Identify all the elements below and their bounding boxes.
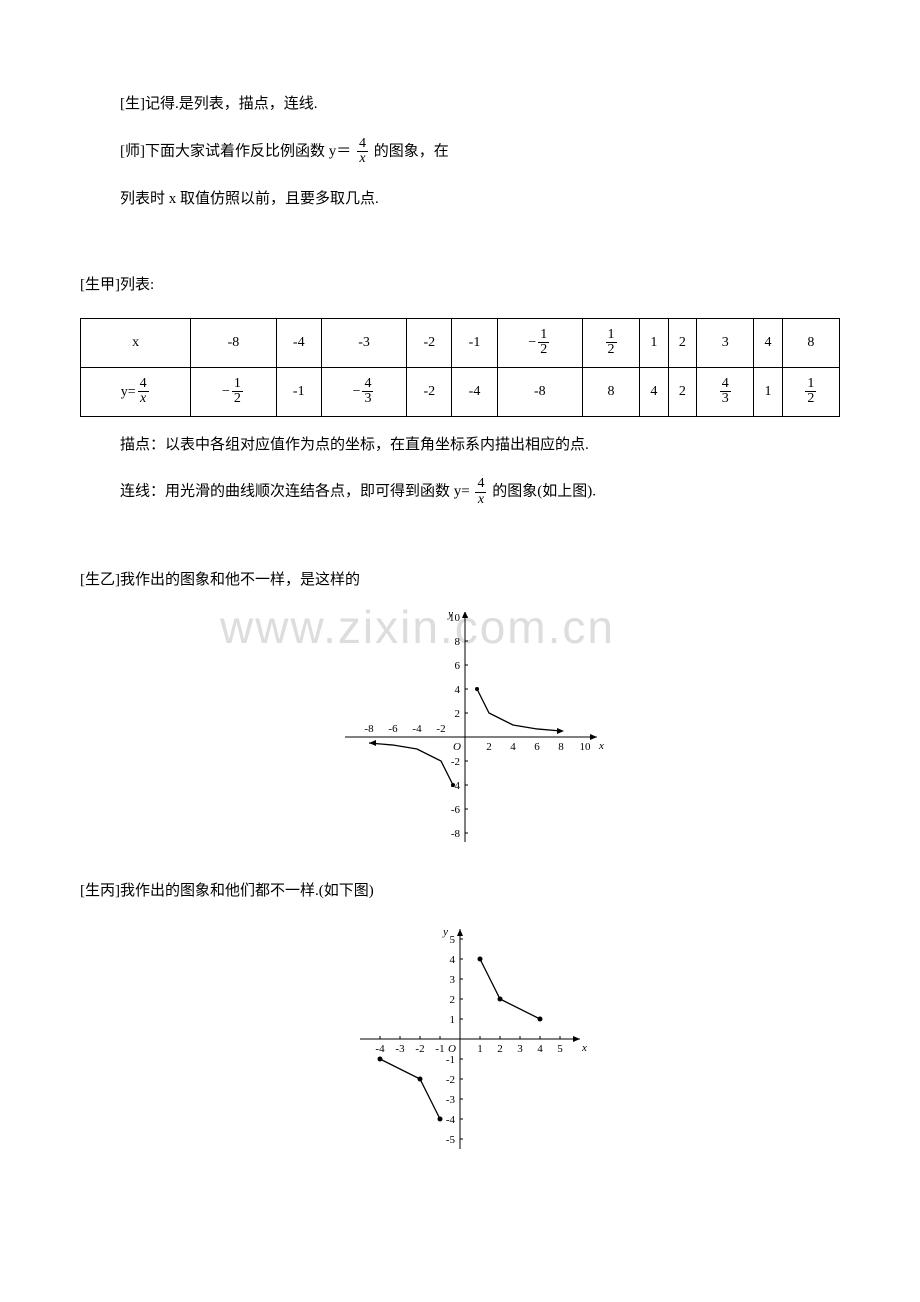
svg-text:-2: -2 xyxy=(446,1074,455,1086)
chart-student-b: -10-8-6-4-2246810-8-6-4-2246810Oxy xyxy=(80,612,840,847)
svg-text:-2: -2 xyxy=(436,723,445,735)
svg-text:-4: -4 xyxy=(446,1114,456,1126)
svg-text:2: 2 xyxy=(455,708,461,720)
cell: 2 xyxy=(668,318,697,367)
svg-text:O: O xyxy=(453,741,461,753)
cell: 1 xyxy=(640,318,669,367)
svg-text:6: 6 xyxy=(455,660,461,672)
cell: 4 xyxy=(640,367,669,416)
svg-text:-8: -8 xyxy=(364,723,374,735)
svg-text:-8: -8 xyxy=(451,828,461,840)
svg-text:8: 8 xyxy=(455,636,461,648)
svg-text:1: 1 xyxy=(477,1043,483,1055)
svg-text:-6: -6 xyxy=(388,723,398,735)
cell: -1 xyxy=(276,367,321,416)
line-plot-desc: 描点：以表中各组对应值作为点的坐标，在直角坐标系内描出相应的点. xyxy=(80,431,840,460)
svg-text:-3: -3 xyxy=(395,1043,405,1055)
svg-text:y: y xyxy=(442,926,448,938)
text-part: [师]下面大家试着作反比例函数 y＝ xyxy=(120,143,351,159)
line-student-recall: [生]记得.是列表，描点，连线. xyxy=(80,90,840,119)
svg-text:8: 8 xyxy=(558,741,564,753)
svg-text:-6: -6 xyxy=(451,804,461,816)
svg-text:-4: -4 xyxy=(412,723,422,735)
numerator: 4 xyxy=(475,477,486,493)
cell: -4 xyxy=(452,367,497,416)
cell: -8 xyxy=(497,367,582,416)
svg-text:4: 4 xyxy=(537,1043,543,1055)
cell: 8 xyxy=(782,318,839,367)
svg-text:4: 4 xyxy=(455,684,461,696)
cell-x-header: x xyxy=(81,318,191,367)
denominator: x xyxy=(357,152,368,167)
svg-text:2: 2 xyxy=(486,741,492,753)
cell: -2 xyxy=(407,367,452,416)
cell: -1 xyxy=(452,318,497,367)
cell: 1 xyxy=(754,367,783,416)
fraction-4-over-x: 4 x xyxy=(357,137,368,167)
line-student-b: [生乙]我作出的图象和他不一样，是这样的 xyxy=(80,566,840,595)
svg-text:2: 2 xyxy=(497,1043,503,1055)
svg-text:3: 3 xyxy=(450,974,456,986)
svg-text:10: 10 xyxy=(580,741,592,753)
cell: -3 xyxy=(321,318,406,367)
cell: −12 xyxy=(191,367,276,416)
cell: 12 xyxy=(782,367,839,416)
text-part: 的图象，在 xyxy=(374,143,449,159)
svg-text:3: 3 xyxy=(517,1043,523,1055)
fraction-4-over-x: 4 x xyxy=(475,477,486,507)
svg-text:5: 5 xyxy=(450,934,456,946)
cell: 4 xyxy=(754,318,783,367)
cell: -8 xyxy=(191,318,276,367)
svg-text:-2: -2 xyxy=(415,1043,424,1055)
cell: 43 xyxy=(697,367,754,416)
svg-text:x: x xyxy=(598,740,604,752)
line-student-a: [生甲]列表: xyxy=(80,271,840,300)
denominator: x xyxy=(475,493,486,508)
line-connect-desc: 连线：用光滑的曲线顺次连结各点，即可得到函数 y= 4 x 的图象(如上图). xyxy=(80,477,840,507)
cell: 8 xyxy=(582,367,639,416)
svg-text:y: y xyxy=(447,612,453,620)
cell: 3 xyxy=(697,318,754,367)
line-student-c: [生丙]我作出的图象和他们都不一样.(如下图) xyxy=(80,877,840,906)
svg-text:6: 6 xyxy=(534,741,540,753)
table-row: y=4x −12 -1 −43 -2 -4 -8 8 4 2 43 1 12 xyxy=(81,367,840,416)
svg-text:-2: -2 xyxy=(451,756,460,768)
chart-student-c: -5 -4 -3 -2 -1 1 2 3 4 5 -4 -3 -2 -1 1 2 3 4 5 Ox y xyxy=(80,924,840,1159)
svg-text:-1: -1 xyxy=(435,1043,444,1055)
svg-text:-5: -5 xyxy=(446,1134,456,1146)
data-table: x -8 -4 -3 -2 -1 −12 12 1 2 3 4 8 y=4x −… xyxy=(80,318,840,417)
svg-text:-4: -4 xyxy=(375,1043,385,1055)
svg-text:1: 1 xyxy=(450,1014,456,1026)
svg-text:5: 5 xyxy=(557,1043,563,1055)
text-part: 连线：用光滑的曲线顺次连结各点，即可得到函数 y= xyxy=(120,484,470,500)
cell-y-header: y=4x xyxy=(81,367,191,416)
svg-text:2: 2 xyxy=(450,994,456,1006)
line-list-note: 列表时 x 取值仿照以前，且要多取几点. xyxy=(80,185,840,214)
cell: −12 xyxy=(497,318,582,367)
svg-text:-3: -3 xyxy=(446,1094,456,1106)
numerator: 4 xyxy=(357,137,368,153)
cell: 12 xyxy=(582,318,639,367)
cell: −43 xyxy=(321,367,406,416)
svg-text:4: 4 xyxy=(450,954,456,966)
cell: -4 xyxy=(276,318,321,367)
svg-text:x: x xyxy=(581,1042,587,1054)
svg-text:4: 4 xyxy=(510,741,516,753)
cell: -2 xyxy=(407,318,452,367)
cell: 2 xyxy=(668,367,697,416)
svg-text:-1: -1 xyxy=(446,1054,455,1066)
table-row: x -8 -4 -3 -2 -1 −12 12 1 2 3 4 8 xyxy=(81,318,840,367)
text-part: 的图象(如上图). xyxy=(492,484,596,500)
line-teacher-instruct: [师]下面大家试着作反比例函数 y＝ 4 x 的图象，在 xyxy=(80,137,840,167)
svg-text:O: O xyxy=(448,1043,456,1055)
document-body: [生]记得.是列表，描点，连线. [师]下面大家试着作反比例函数 y＝ 4 x … xyxy=(0,0,920,1229)
